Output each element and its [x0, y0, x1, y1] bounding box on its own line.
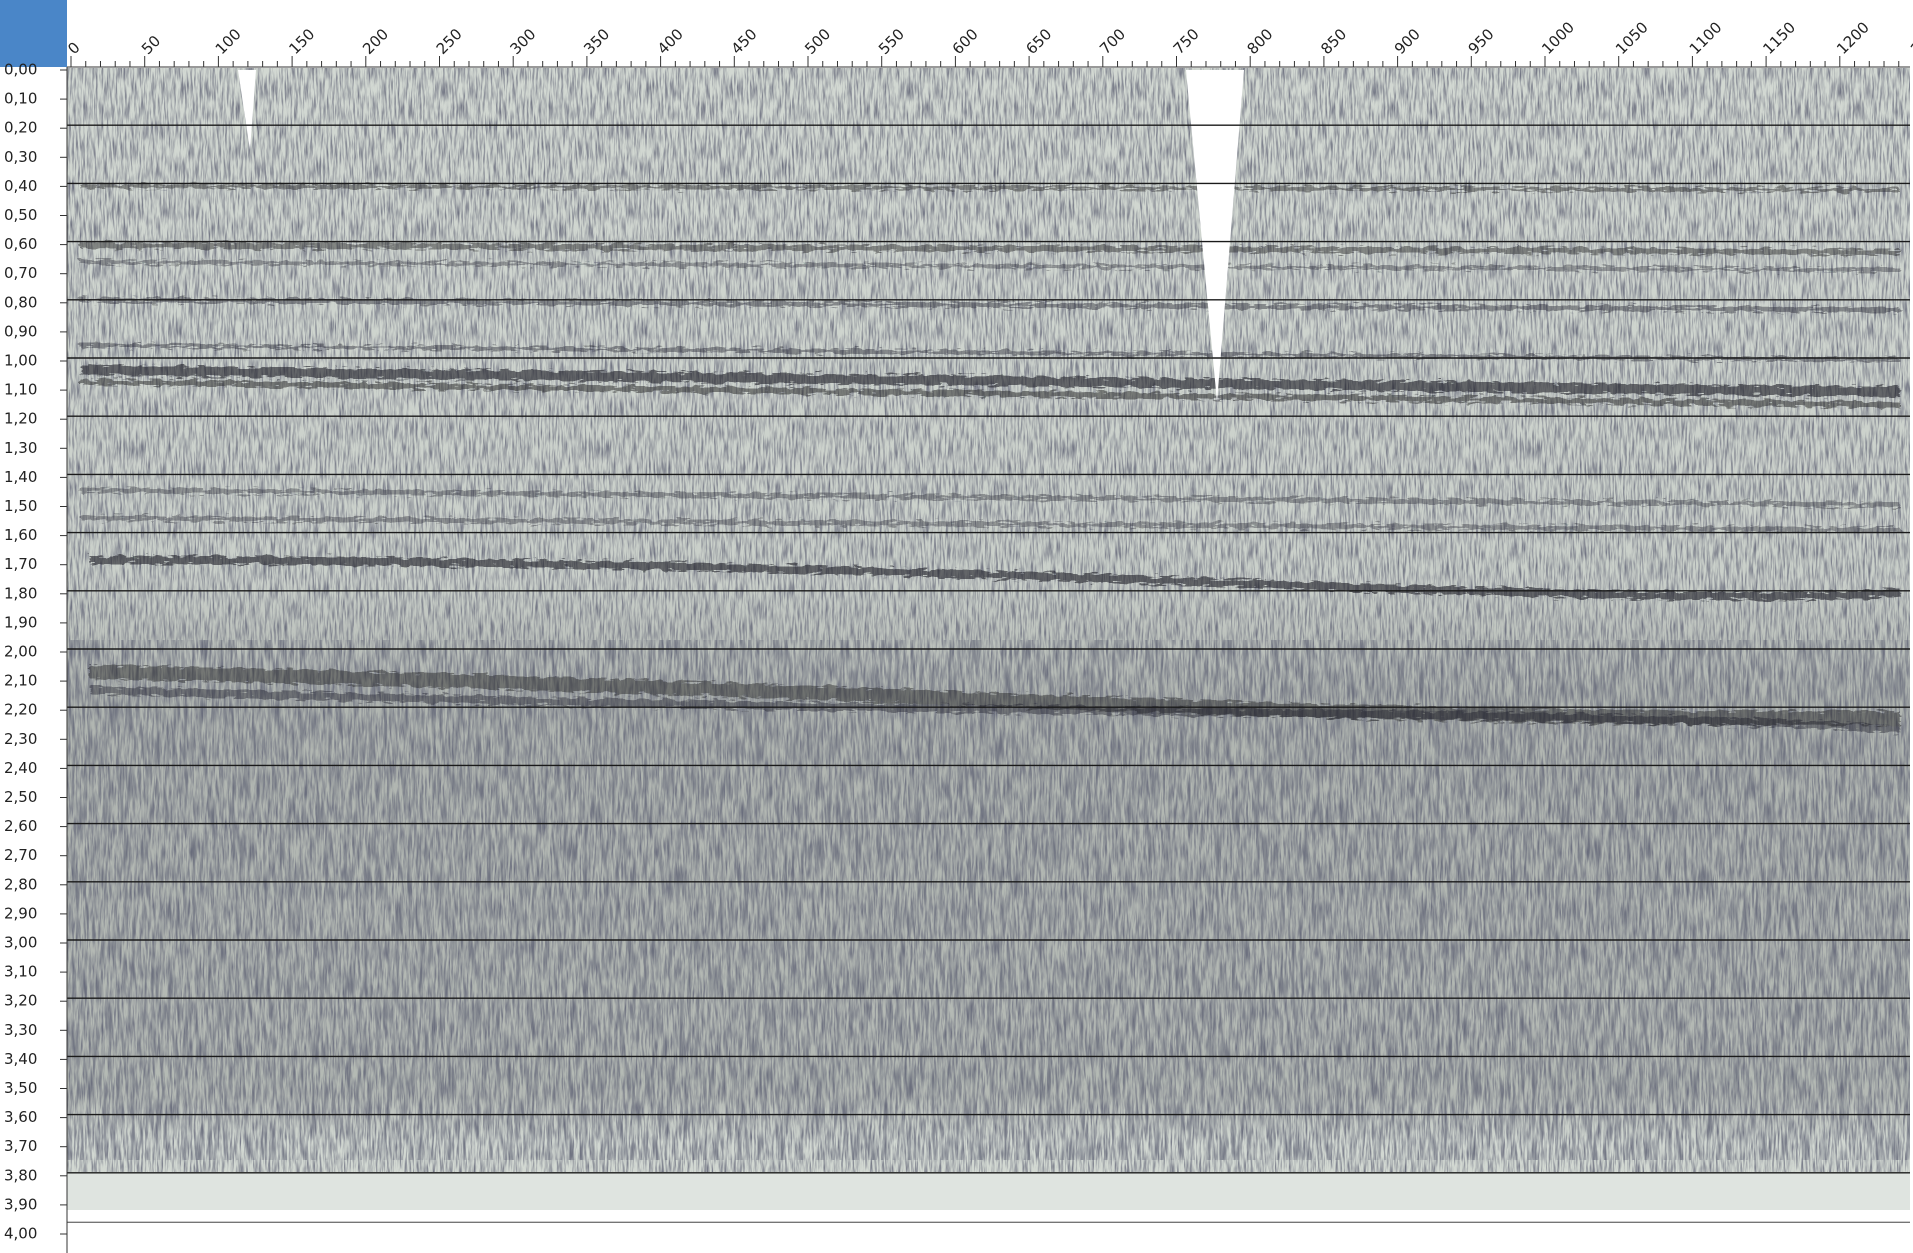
left-tick-label: 3,80	[4, 1166, 37, 1184]
top-tick-label: 850	[1317, 25, 1350, 58]
top-tick-label: 250	[433, 25, 466, 58]
top-tick-label: 900	[1391, 25, 1424, 58]
left-tick-label: 0,90	[4, 322, 37, 340]
left-tick-label: 2,20	[4, 701, 37, 719]
left-tick-label: 1,20	[4, 410, 37, 428]
top-tick-label: 12	[1907, 32, 1913, 58]
left-tick-label: 1,90	[4, 613, 37, 631]
left-tick-label: 0,50	[4, 206, 37, 224]
top-tick-label: 700	[1096, 25, 1129, 58]
left-tick-label: 3,00	[4, 934, 37, 952]
left-tick-label: 0,00	[4, 61, 37, 79]
top-tick-label: 0	[64, 39, 83, 58]
left-tick-label: 0,80	[4, 293, 37, 311]
left-tick-label: 0,30	[4, 148, 37, 166]
left-tick-label: 3,30	[4, 1021, 37, 1039]
seismic-section: 0 50 100 150 200 250 300 350 400 450 500 550 600 650 7…	[0, 0, 1913, 1253]
top-tick-label: 550	[875, 25, 908, 58]
seismic-image	[67, 68, 1910, 1212]
left-tick-label: 3,20	[4, 992, 37, 1010]
top-tick-label: 300	[506, 25, 539, 58]
top-tick-label: 400	[654, 25, 687, 58]
left-tick-label: 2,50	[4, 788, 37, 806]
left-tick-label: 1,30	[4, 439, 37, 457]
left-tick-label: 3,40	[4, 1050, 37, 1068]
left-tick-label: 1,40	[4, 468, 37, 486]
top-tick-label: 650	[1022, 25, 1055, 58]
left-tick-label: 0,40	[4, 177, 37, 195]
left-tick-label: 0,10	[4, 90, 37, 108]
corner-block	[0, 0, 67, 67]
left-tick-label: 2,10	[4, 672, 37, 690]
left-axis: 0,00 0,10 0,20 0,30 0,40 0,50 0,60 0,70 0,80 0,90…	[4, 61, 67, 1243]
left-tick-label: 2,90	[4, 904, 37, 922]
top-tick-label: 150	[285, 25, 318, 58]
left-tick-label: 3,70	[4, 1137, 37, 1155]
left-tick-label: 2,70	[4, 846, 37, 864]
left-tick-label: 0,60	[4, 235, 37, 253]
left-tick-label: 1,50	[4, 497, 37, 515]
left-tick-label: 2,80	[4, 875, 37, 893]
left-tick-label: 0,70	[4, 264, 37, 282]
top-axis: 0 50 100 150 200 250 300 350 400 450 500 550 600 650 7…	[64, 18, 1913, 67]
top-tick-label: 600	[949, 25, 982, 58]
left-tick-label: 3,60	[4, 1108, 37, 1126]
top-tick-label: 800	[1243, 25, 1276, 58]
top-tick-label: 200	[359, 25, 392, 58]
left-tick-label: 2,60	[4, 817, 37, 835]
left-tick-label: 3,10	[4, 963, 37, 981]
top-tick-label: 350	[580, 25, 613, 58]
top-tick-label: 750	[1170, 25, 1203, 58]
seismic-viewer: 0 50 100 150 200 250 300 350 400 450 500 550 600 650 7…	[0, 0, 1913, 1253]
left-tick-label: 2,30	[4, 730, 37, 748]
left-tick-label: 3,50	[4, 1079, 37, 1097]
left-tick-label: 1,60	[4, 526, 37, 544]
left-tick-label: 1,10	[4, 381, 37, 399]
left-tick-label: 1,80	[4, 584, 37, 602]
top-tick-label: 500	[801, 25, 834, 58]
top-tick-label: 100	[212, 25, 245, 58]
top-tick-label: 1150	[1759, 18, 1799, 58]
left-tick-label: 0,20	[4, 119, 37, 137]
top-tick-label: 1050	[1612, 18, 1652, 58]
left-tick-label: 3,90	[4, 1195, 37, 1213]
top-tick-label: 1200	[1833, 18, 1873, 58]
left-tick-label: 1,70	[4, 555, 37, 573]
left-tick-label: 2,00	[4, 643, 37, 661]
top-tick-label: 1000	[1538, 18, 1578, 58]
left-tick-label: 1,00	[4, 352, 37, 370]
left-tick-label: 2,40	[4, 759, 37, 777]
top-tick-label: 950	[1465, 25, 1498, 58]
top-tick-label: 450	[728, 25, 761, 58]
top-tick-label: 50	[138, 32, 164, 58]
left-tick-label: 4,00	[4, 1225, 37, 1243]
top-tick-label: 1100	[1686, 18, 1726, 58]
